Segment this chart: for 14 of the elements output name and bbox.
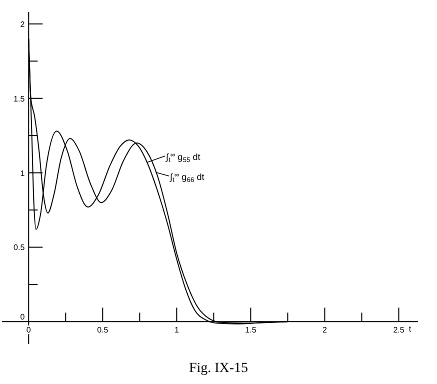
y-tick-label: 0 [20,312,26,322]
x-tick-label: 0.5 [97,326,109,335]
y-tick-label: 2 [20,20,26,29]
legend-label: ∫$_{t}$$^{∞}$ g$_{55}$ dt [165,152,201,164]
y-tick-label: 1 [20,168,26,178]
legend-label: ∫$_{t}$$^{∞}$ g$_{66}$ dt [169,172,205,184]
x-tick-label: 2 [322,326,328,335]
x-axis-title: t [408,324,412,334]
x-tick-label: 2.5 [393,326,405,335]
y-tick-label: 0.5 [14,243,26,252]
x-tick-label: 1.5 [245,326,257,335]
x-tick-label: 1 [174,326,180,335]
y-tick-label: 1.5 [14,94,26,104]
text: Fig. IX-15 [188,361,248,376]
